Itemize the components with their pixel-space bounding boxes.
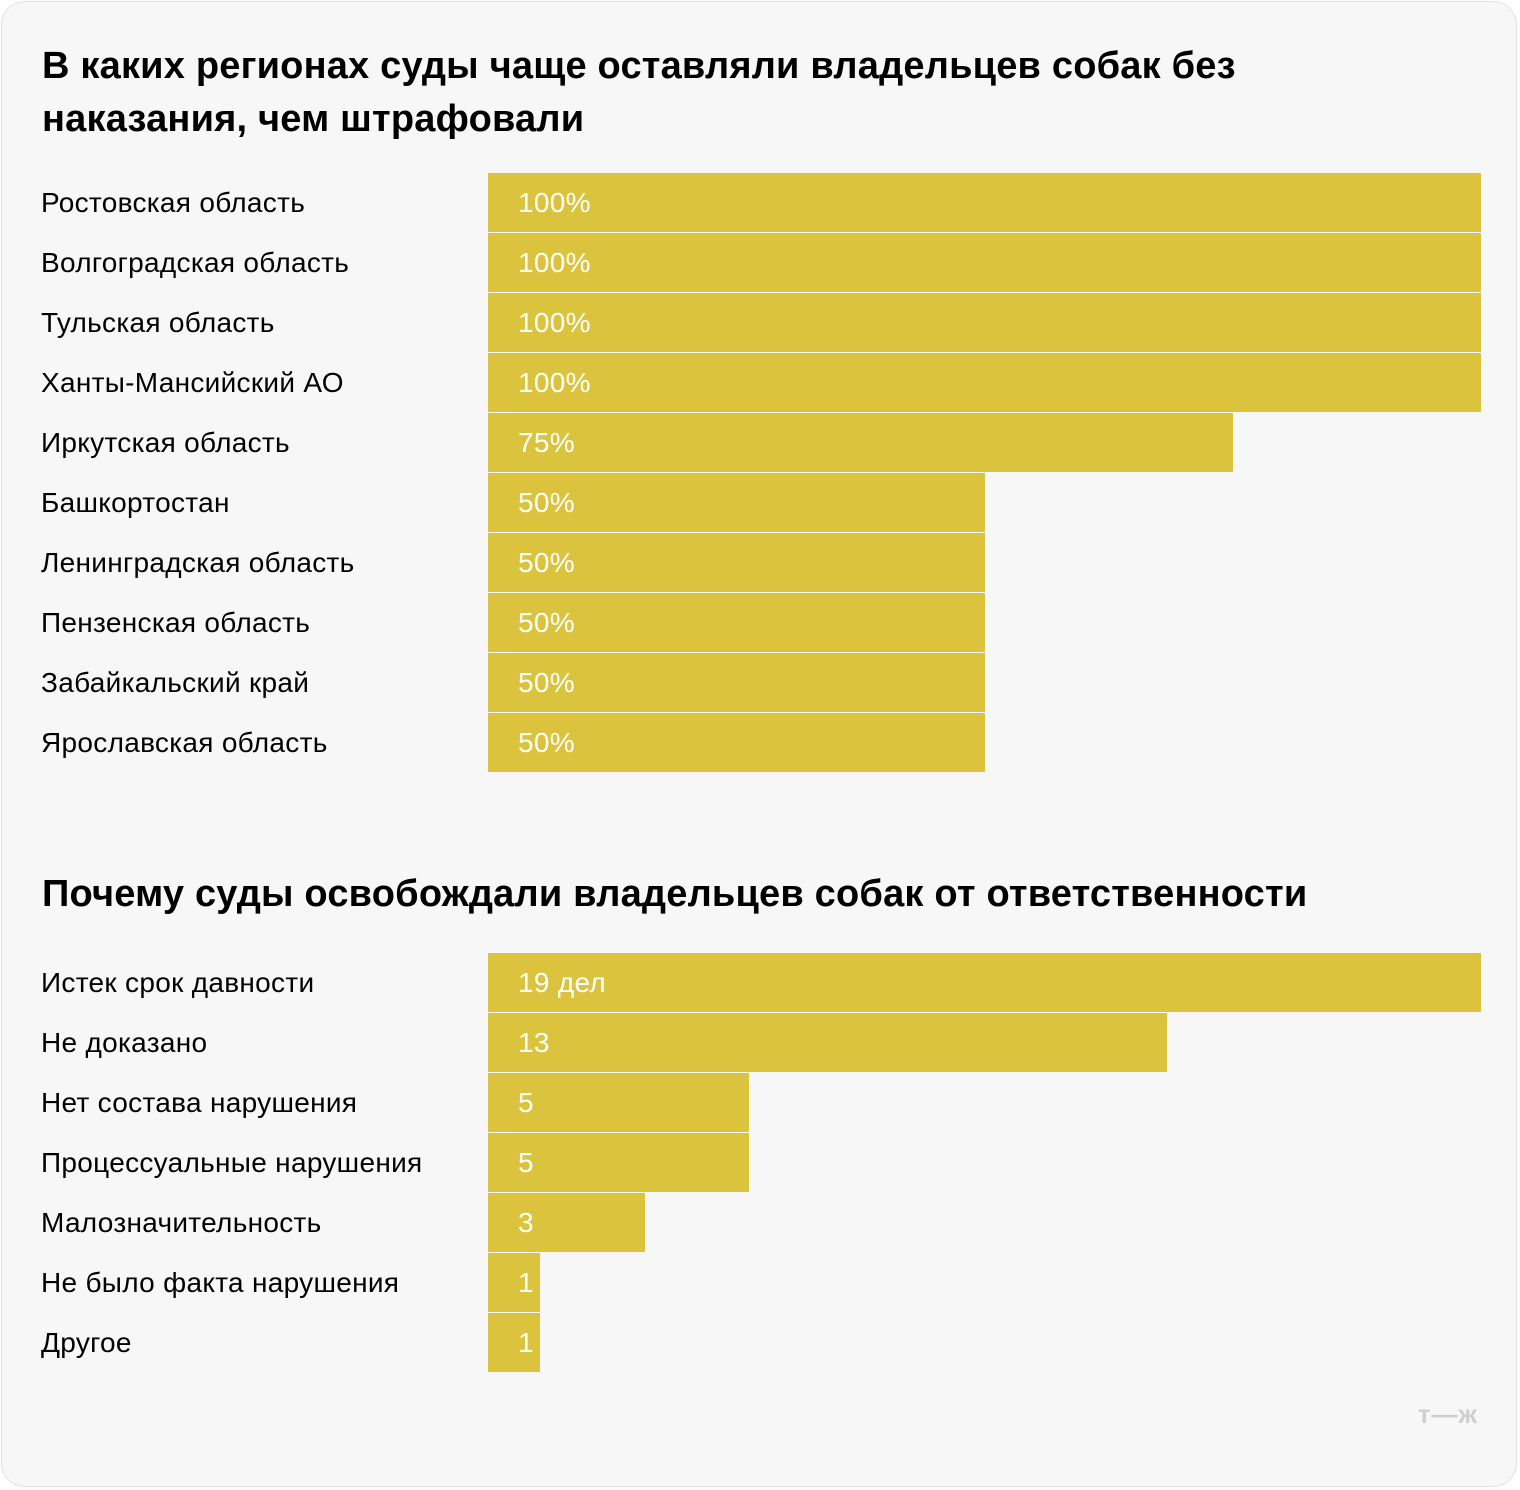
bar-row: Ханты-Мансийский АО 100% [2, 353, 1518, 413]
category-label: Ленинградская область [41, 547, 355, 578]
category-label: Башкортостан [41, 487, 230, 518]
bar-chart-regions: Ростовская область 100% Волгоградская обла… [2, 173, 1518, 773]
bar-row: Не было факта нарушения 1 [2, 1253, 1518, 1313]
bar [488, 173, 1481, 232]
bar [488, 1253, 540, 1312]
bar-value-label: 50% [518, 487, 575, 518]
bar-row: Иркутская область 75% [2, 413, 1518, 473]
bar-value-label: 100% [518, 247, 591, 278]
bar-value-label: 50% [518, 607, 575, 638]
category-label: Тульская область [41, 307, 275, 338]
bar [488, 1073, 749, 1132]
bar-row: Другое 1 [2, 1313, 1518, 1373]
category-label: Пензенская область [41, 607, 311, 638]
category-label: Ростовская область [41, 187, 306, 218]
category-label: Другое [41, 1327, 132, 1358]
category-label: Забайкальский край [41, 667, 310, 698]
bar-value-label: 50% [518, 547, 575, 578]
bar [488, 1193, 645, 1252]
bar [488, 413, 1233, 472]
bar [488, 533, 985, 592]
bar [488, 473, 985, 532]
category-label: Иркутская область [41, 427, 290, 458]
bar-row: Тульская область 100% [2, 293, 1518, 353]
bar-value-label: 50% [518, 727, 575, 758]
bar-row: Ярославская область 50% [2, 713, 1518, 773]
category-label: Нет состава нарушения [41, 1087, 358, 1118]
bar-value-label: 100% [518, 367, 591, 398]
bar [488, 593, 985, 652]
chart-title-regions: В каких регионах суды чаще оставляли вла… [42, 45, 1236, 140]
bar [488, 653, 985, 712]
bar-row: Башкортостан 50% [2, 473, 1518, 533]
bar-chart-reasons: Истек срок давности 19 дел Не доказано 13 Не… [2, 953, 1518, 1373]
bar-row: Нет состава нарушения 5 [2, 1073, 1518, 1133]
chart-title-reasons: Почему суды освобождали владельцев собак… [42, 873, 1308, 915]
bar [488, 1013, 1167, 1072]
category-label: Волгоградская область [41, 247, 350, 278]
bar-row: Истек срок давности 19 дел [2, 953, 1518, 1013]
category-label: Ярославская область [41, 727, 328, 758]
category-label: Процессуальные нарушения [41, 1147, 423, 1178]
category-label: Малозначительность [41, 1207, 322, 1238]
bar-value-label: 50% [518, 667, 575, 698]
bar [488, 953, 1481, 1012]
bar-row: Малозначительность 3 [2, 1193, 1518, 1253]
bar-value-label: 3 [518, 1207, 534, 1238]
bar-value-label: 100% [518, 187, 591, 218]
category-label: Ханты-Мансийский АО [41, 367, 344, 398]
bar [488, 293, 1481, 352]
bar-value-label: 13 [518, 1027, 550, 1058]
bar-value-label: 5 [518, 1147, 534, 1178]
bar-value-label: 1 [518, 1327, 534, 1358]
bar [488, 713, 985, 772]
bar [488, 1133, 749, 1192]
brand-logo: т—ж [1417, 1399, 1478, 1429]
bar [488, 233, 1481, 292]
bar-value-label: 100% [518, 307, 591, 338]
bar-value-label: 5 [518, 1087, 534, 1118]
bar [488, 353, 1481, 412]
bar-value-label: 75% [518, 427, 575, 458]
bar-row: Не доказано 13 [2, 1013, 1518, 1073]
bar-value-label: 19 дел [518, 967, 607, 998]
bar [488, 1313, 540, 1372]
bar-row: Забайкальский край 50% [2, 653, 1518, 713]
bar-row: Процессуальные нарушения 5 [2, 1133, 1518, 1193]
category-label: Не доказано [41, 1027, 208, 1058]
bar-row: Ленинградская область 50% [2, 533, 1518, 593]
bar-row: Ростовская область 100% [2, 173, 1518, 233]
bar-value-label: 1 [518, 1267, 534, 1298]
category-label: Истек срок давности [41, 967, 315, 998]
category-label: Не было факта нарушения [41, 1267, 400, 1298]
bar-row: Пензенская область 50% [2, 593, 1518, 653]
bar-row: Волгоградская область 100% [2, 233, 1518, 293]
